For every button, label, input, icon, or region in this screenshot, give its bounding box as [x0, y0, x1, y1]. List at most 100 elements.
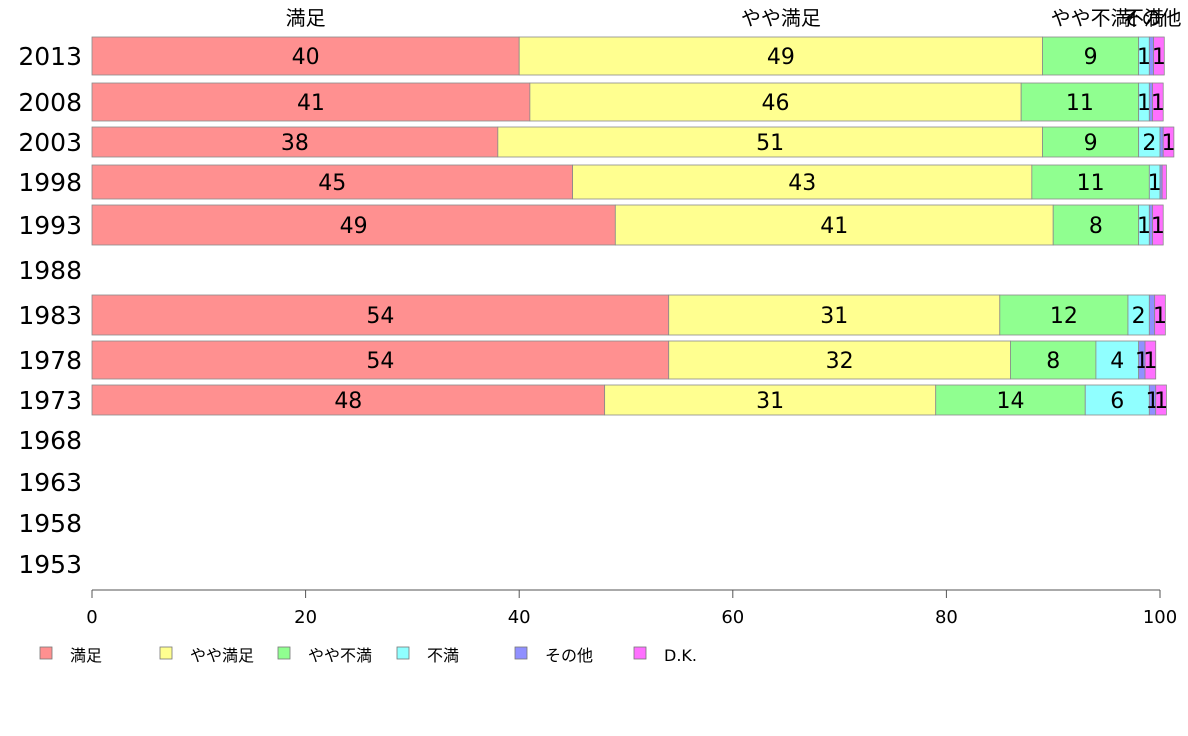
- series-top-label: 不満: [1124, 6, 1164, 30]
- data-label: 31: [756, 389, 784, 414]
- bar-segment: [1153, 36, 1165, 76]
- legend-swatch: [159, 646, 173, 660]
- data-label: 2: [1142, 131, 1156, 156]
- year-label: 1983: [18, 301, 82, 330]
- data-label: 49: [767, 45, 795, 70]
- data-label: 48: [334, 389, 362, 414]
- series-top-label: その他: [1121, 6, 1181, 30]
- data-label: 4: [1110, 349, 1124, 374]
- legend-swatch: [633, 646, 647, 660]
- data-label: 54: [366, 304, 394, 329]
- data-label: 1: [1143, 349, 1157, 374]
- bar-segment: [935, 384, 1086, 416]
- data-label: 40: [292, 45, 320, 70]
- bar-segment: [1095, 340, 1140, 380]
- tick-label: 0: [86, 607, 97, 628]
- legend-label: やや満足: [190, 646, 254, 665]
- bar-segment: [1162, 126, 1175, 158]
- bar-segment: [1052, 204, 1140, 246]
- bar-segment: [614, 204, 1054, 246]
- legend-label: 不満: [427, 646, 459, 665]
- tick-label: 40: [508, 607, 531, 628]
- year-label: 1968: [18, 426, 82, 455]
- data-label: 11: [1066, 91, 1094, 116]
- year-label: 1963: [18, 468, 82, 497]
- series-top-label: やや満足: [741, 6, 821, 30]
- data-label: 38: [281, 131, 309, 156]
- year-label: 1953: [18, 550, 82, 579]
- data-label: 1: [1154, 389, 1168, 414]
- data-label: 2: [1132, 304, 1146, 329]
- series-top-label: 満足: [286, 6, 326, 30]
- bar-segment: [91, 204, 616, 246]
- tick-label: 60: [721, 607, 744, 628]
- legend-label: やや不満: [308, 646, 372, 665]
- data-label: 49: [340, 214, 368, 239]
- data-label: 9: [1084, 131, 1098, 156]
- data-label: 8: [1046, 349, 1060, 374]
- legend-swatch: [396, 646, 410, 660]
- bar-segment: [1155, 384, 1167, 416]
- bar-segment: [1020, 82, 1140, 122]
- series-top-label: やや不満: [1051, 6, 1131, 30]
- bar-segment: [572, 164, 1033, 200]
- bar-segment: [91, 36, 520, 76]
- bar-segment: [1010, 340, 1097, 380]
- bar-segment: [91, 126, 499, 158]
- data-label: 45: [318, 171, 346, 196]
- bars: 40 49 9 1 141 46 11 1 138 51 9 2 145 43 11 149 41 8 1 154 31…: [91, 36, 1176, 416]
- tick-label: 100: [1143, 607, 1177, 628]
- bar-segment: [91, 340, 670, 380]
- data-label: 41: [820, 214, 848, 239]
- data-label: 9: [1084, 45, 1098, 70]
- data-label: 46: [762, 91, 790, 116]
- year-label: 1993: [18, 211, 82, 240]
- data-label: 1: [1151, 214, 1165, 239]
- data-label: 1: [1162, 131, 1176, 156]
- data-label: 1: [1137, 91, 1151, 116]
- data-label: 11: [1077, 171, 1105, 196]
- year-label: 1973: [18, 386, 82, 415]
- bar-segment: [1161, 164, 1167, 200]
- bar-segment: [91, 294, 670, 336]
- year-label: 1958: [18, 509, 82, 538]
- bar-segment: [1152, 204, 1164, 246]
- year-label: 1988: [18, 256, 82, 285]
- data-label: 51: [756, 131, 784, 156]
- legend-swatch: [39, 646, 53, 660]
- tick-label: 80: [935, 607, 958, 628]
- bar-segment: [1154, 294, 1166, 336]
- legend-label: D.K.: [664, 646, 697, 665]
- data-label: 1: [1137, 214, 1151, 239]
- data-label: 43: [788, 171, 816, 196]
- tick-label: 20: [294, 607, 317, 628]
- year-label: 2008: [18, 88, 82, 117]
- bar-segment: [1144, 340, 1157, 380]
- year-label: 2003: [18, 128, 82, 157]
- data-label: 32: [826, 349, 854, 374]
- legend-swatch: [514, 646, 528, 660]
- bar-segment: [1084, 384, 1150, 416]
- year-labels: 2013 2008 2003 1998 1993 1988 1983 1978 1973 1968…: [18, 42, 82, 579]
- bar-segment: [1042, 126, 1140, 158]
- bar-segment: [1152, 82, 1164, 122]
- data-label: 31: [820, 304, 848, 329]
- data-label: 54: [366, 349, 394, 374]
- data-label: 41: [297, 91, 325, 116]
- data-label: 1: [1152, 45, 1166, 70]
- data-label: 8: [1089, 214, 1103, 239]
- data-label: 12: [1050, 304, 1078, 329]
- bar-segment: [1031, 164, 1150, 200]
- data-label: 6: [1110, 389, 1124, 414]
- bar-segment: [91, 164, 574, 200]
- legend: 満足 やや満足 やや不満 不満 その他 D.K.: [39, 646, 697, 665]
- legend-label: 満足: [70, 646, 102, 665]
- data-label: 1: [1148, 171, 1162, 196]
- legend-label: その他: [545, 646, 593, 665]
- year-label: 1998: [18, 168, 82, 197]
- bar-segment: [668, 340, 1011, 380]
- bar-segment: [518, 36, 1043, 76]
- bar-segment: [1042, 36, 1140, 76]
